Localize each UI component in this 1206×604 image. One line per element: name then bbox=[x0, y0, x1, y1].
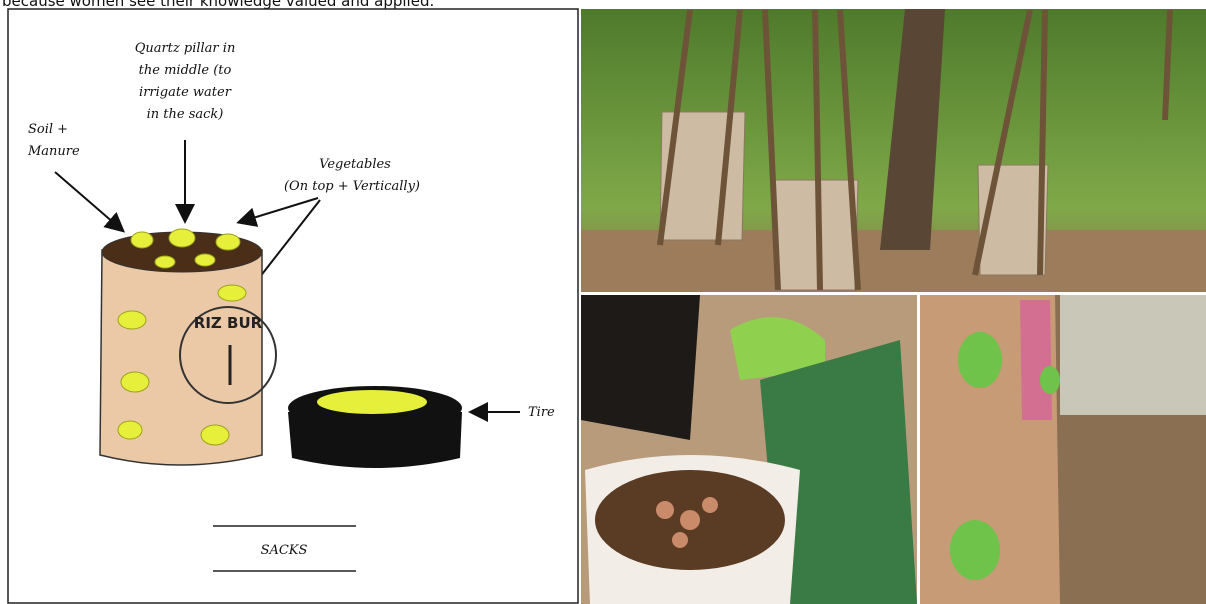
label-soil: Manure bbox=[27, 144, 80, 159]
label-vegetables: (On top + Vertically) bbox=[284, 179, 420, 194]
sack-print: RIZ BUR bbox=[194, 314, 263, 332]
photo-sack-closeup bbox=[920, 295, 1206, 604]
label-quartz: the middle (to bbox=[139, 63, 232, 78]
photo-sacks-field bbox=[581, 9, 1206, 292]
photo-woman-sack bbox=[581, 295, 917, 604]
illustration-frame bbox=[8, 9, 578, 603]
label-quartz: in the sack) bbox=[147, 107, 224, 122]
figure: Quartz pillar in the middle (to irrigate… bbox=[0, 0, 1206, 604]
label-quartz: Quartz pillar in bbox=[135, 41, 236, 56]
illustration-title: SACKS bbox=[261, 543, 308, 558]
sack-drawing: RIZ BUR bbox=[100, 229, 276, 465]
label-vegetables: Vegetables bbox=[319, 157, 391, 172]
label-tire: Tire bbox=[528, 405, 555, 420]
label-soil: Soil + bbox=[28, 122, 68, 137]
page: because women see their knowledge valued… bbox=[0, 0, 1206, 604]
tire-drawing bbox=[288, 386, 462, 468]
label-quartz: irrigate water bbox=[139, 85, 232, 100]
